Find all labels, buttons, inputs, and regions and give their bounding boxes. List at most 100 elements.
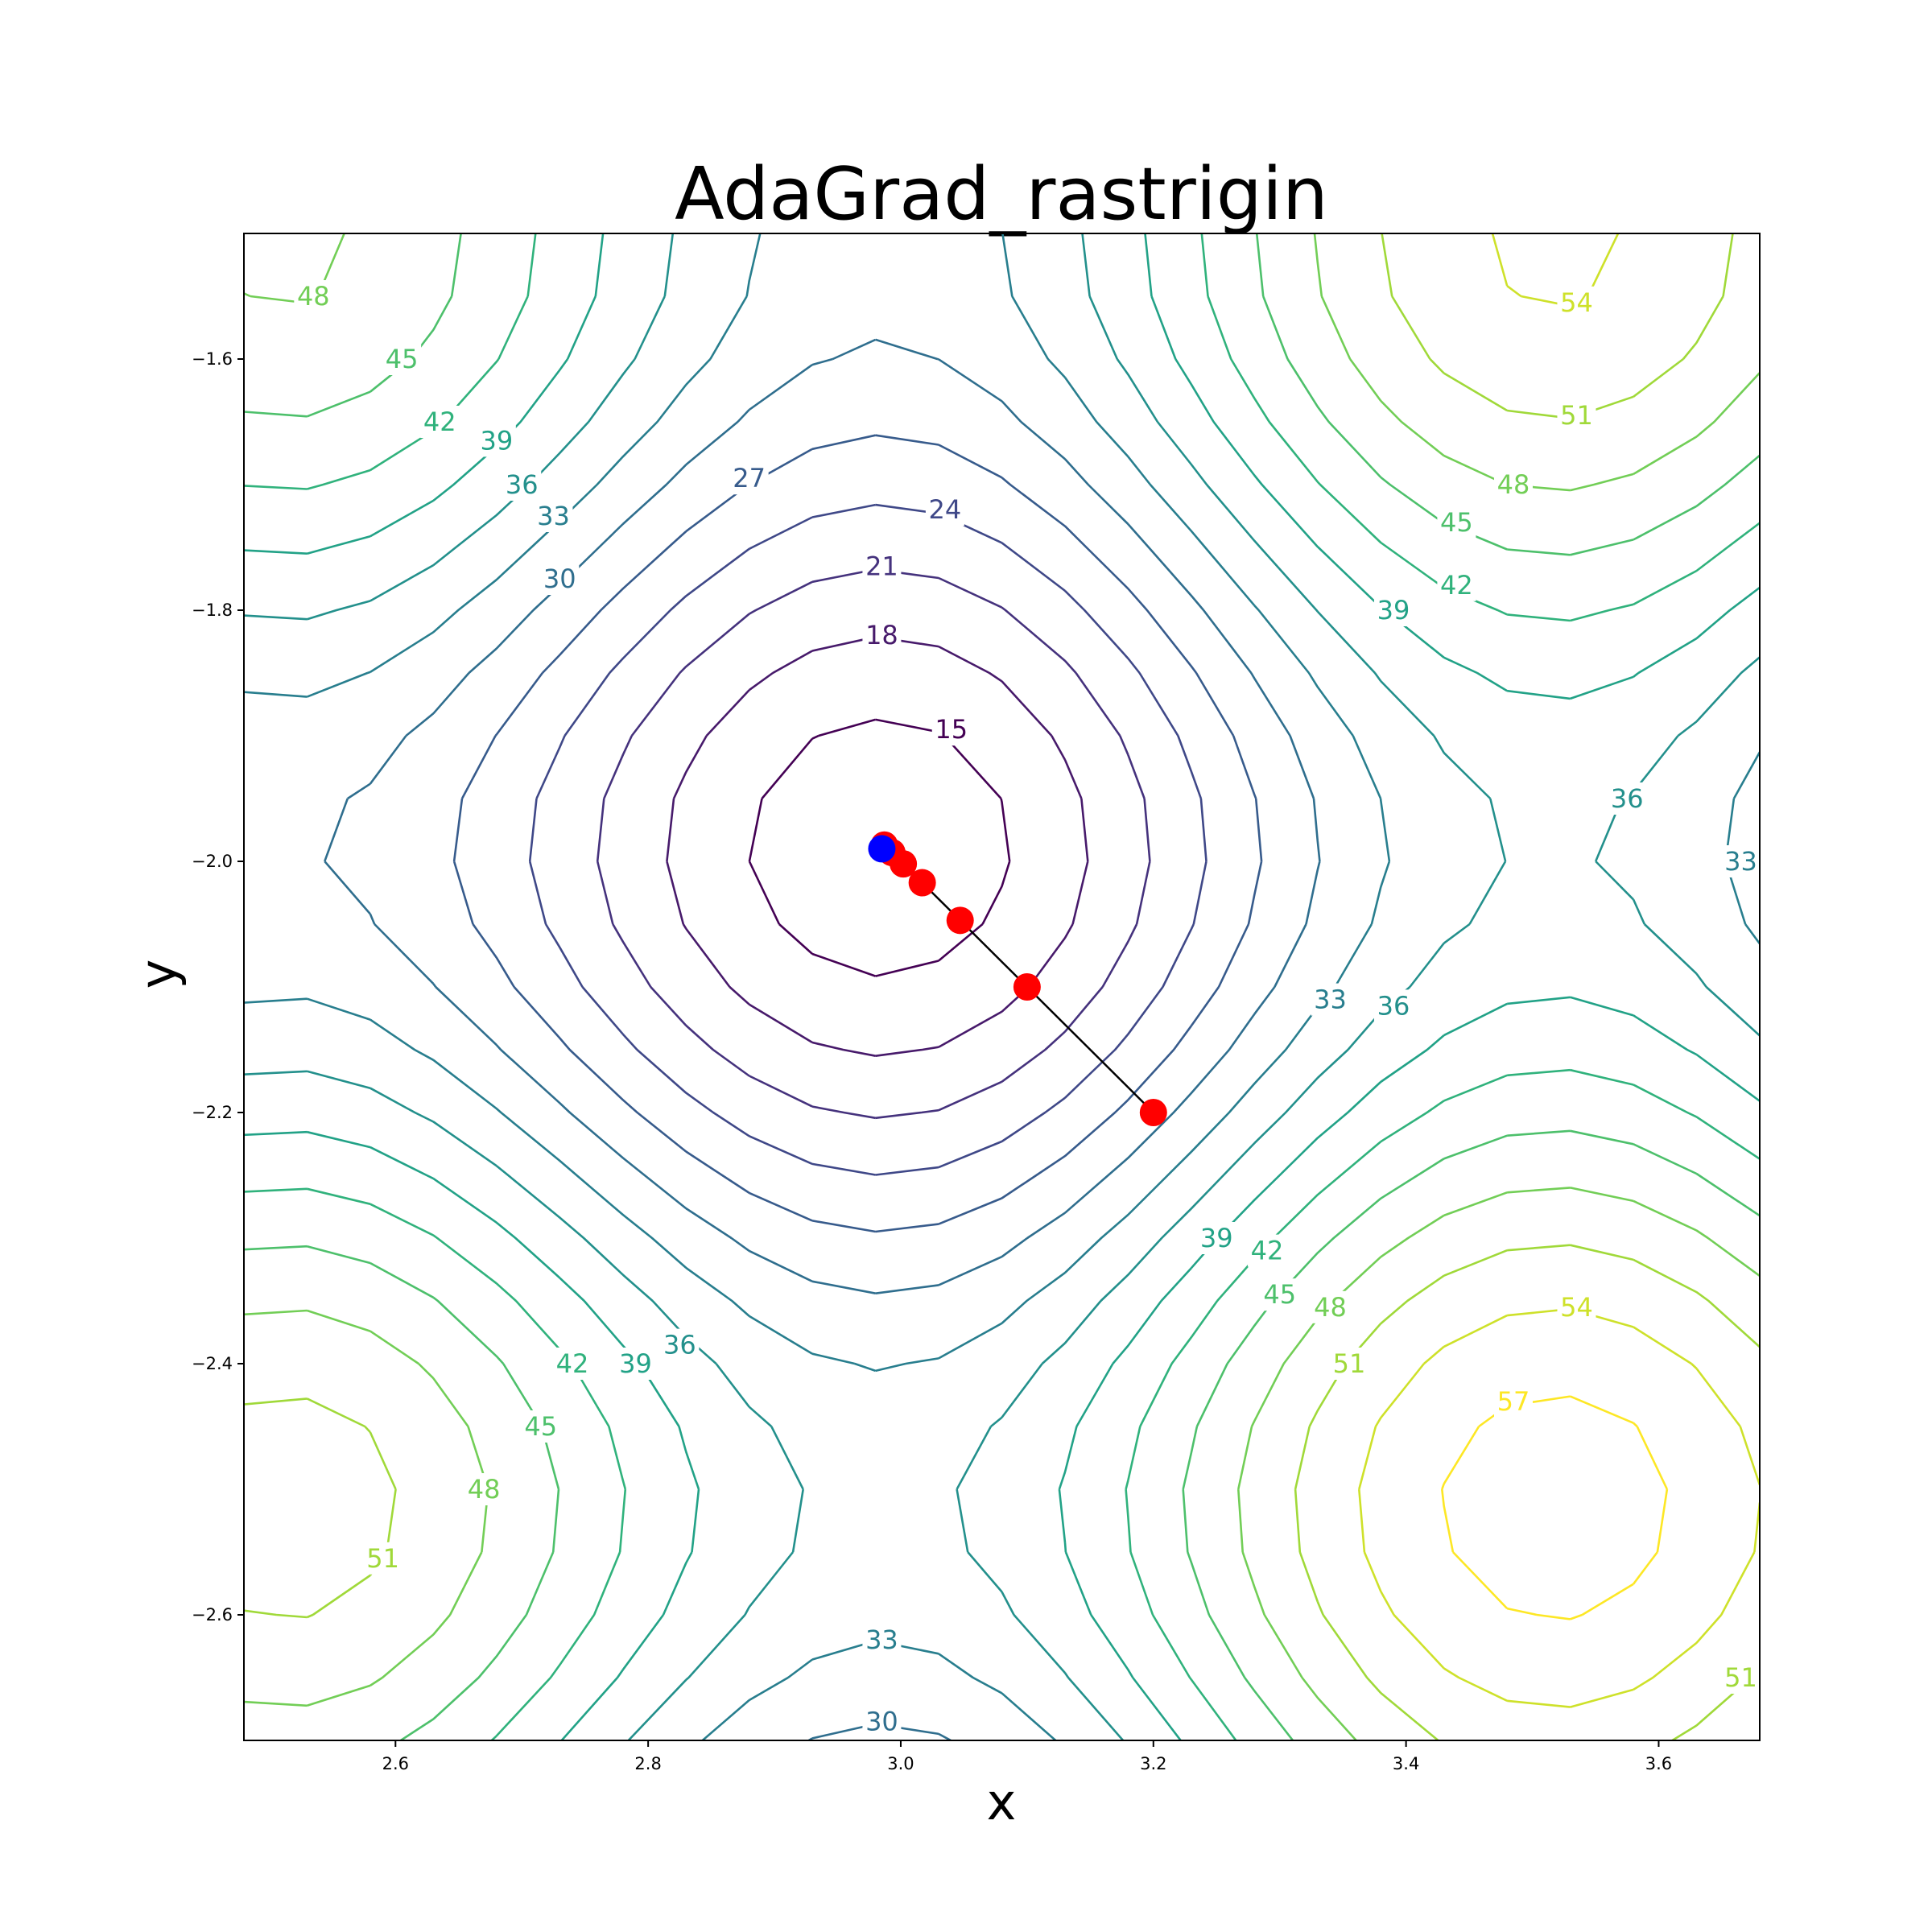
contour-label: 39 [619,1348,652,1379]
contour-label: 48 [1497,469,1530,500]
x-tick-label: 3.6 [1645,1754,1672,1773]
contour-label-bg [1557,286,1596,319]
contour-label: 45 [524,1411,557,1442]
contour-label-bg [862,550,902,583]
contour-label-bg [729,462,769,495]
contour-label: 33 [1724,846,1757,877]
contour-label: 36 [1611,783,1644,814]
contour-label-bg [420,406,460,438]
contour-label: 48 [468,1474,501,1505]
contour-label: 51 [1560,400,1593,431]
contour-level-45 [244,233,1760,1740]
contour-label-bg [294,280,333,312]
contour-level-15 [748,718,1011,977]
contour-label-bg [925,493,964,526]
y-tick-label: −2.0 [192,852,233,871]
contour-label-bg [552,1348,592,1380]
chart-title: AdaGrad_rastrigin [675,152,1328,237]
x-tick-label: 2.6 [382,1754,409,1773]
contour-label-bg [363,1542,402,1575]
contour-label-bg [502,469,542,501]
contour-label-bg [931,713,971,746]
contour-label-bg [1260,1278,1299,1311]
contour-label-bg [660,1328,700,1361]
contour-label: 21 [865,551,898,581]
contour-label-bg [1557,399,1596,432]
contour-label-bg [1721,845,1761,877]
contour-level-36 [244,233,1760,1740]
contour-label: 39 [480,425,513,456]
contour-label: 15 [935,714,968,745]
contour-label: 51 [1724,1662,1757,1693]
y-tick-label: −2.6 [192,1605,233,1624]
contour-label: 54 [1560,287,1593,318]
contour-level-21 [596,568,1151,1120]
y-tick-label: −2.2 [192,1103,233,1122]
contour-label: 45 [386,344,419,374]
contour-label-bg [1330,1348,1369,1380]
contour-label: 24 [929,494,962,525]
contour-label: 45 [1440,507,1473,538]
contour-label: 27 [733,463,766,493]
path-point [908,869,936,897]
x-tick-label: 2.8 [634,1754,661,1773]
contour-label-bg [1721,1662,1761,1694]
contour-label: 48 [1314,1292,1347,1323]
plot-frame [243,233,1761,1741]
contour-label-bg [540,563,580,595]
contour-level-30 [324,338,1321,1740]
contour-label: 30 [543,564,576,594]
contour-label-bg [1373,594,1413,626]
contour-label-bg [1373,989,1413,1022]
x-tick-label: 3.0 [887,1754,914,1773]
final-point [868,835,896,863]
contour-label: 51 [366,1543,399,1574]
contour-label-bg [382,343,422,375]
y-tick-label: −2.4 [192,1354,233,1373]
contour-label: 33 [865,1624,898,1655]
y-tick-label: −1.6 [192,349,233,369]
contour-label: 33 [1314,985,1347,1015]
contour-label-bg [1437,568,1476,601]
contour-level-33 [244,233,1760,1740]
contour-label-bg [1311,1290,1350,1323]
contour-label-bg [1494,469,1534,501]
contour-label-bg [1557,1290,1596,1323]
contour-label: 51 [1333,1348,1366,1379]
optimizer-path [868,831,1167,1126]
contour-lines [244,233,1760,1740]
y-axis-label: y [129,960,188,989]
contour-label-bg [862,1705,902,1738]
contour-level-51 [244,233,1760,1740]
contour-label: 42 [1251,1236,1284,1266]
contour-label: 42 [423,407,456,437]
contour-label-bg [1437,506,1476,539]
contour-label: 45 [1263,1279,1296,1310]
contour-label-bg [862,1624,902,1657]
contour-level-57 [1441,1395,1669,1620]
contour-label: 57 [1497,1386,1530,1417]
contour-label: 48 [297,281,330,312]
contour-label: 30 [865,1707,898,1737]
path-point [946,906,974,935]
contour-label-bg [862,619,902,652]
path-point [1013,973,1041,1001]
x-tick-label: 3.2 [1140,1754,1166,1773]
y-axis-ticks: −2.6 −2.4 −2.2 −2.0 −1.8 −1.6 [192,349,244,1624]
contour-label: 33 [537,501,570,531]
x-axis-label: x [987,1773,1017,1831]
contour-level-42 [244,233,1760,1740]
contour-label-bg [521,1410,560,1443]
contour-label-bg [1311,983,1350,1016]
contour-label: 42 [556,1348,589,1379]
x-tick-label: 3.4 [1393,1754,1419,1773]
contour-label: 54 [1560,1292,1593,1323]
contour-label-bg [1608,782,1647,815]
contour-label: 36 [663,1330,696,1360]
contour-level-18 [666,635,1089,1057]
y-tick-label: −1.8 [192,601,233,620]
contour-label-bg [616,1348,655,1380]
contour-label-bg [1494,1385,1534,1418]
